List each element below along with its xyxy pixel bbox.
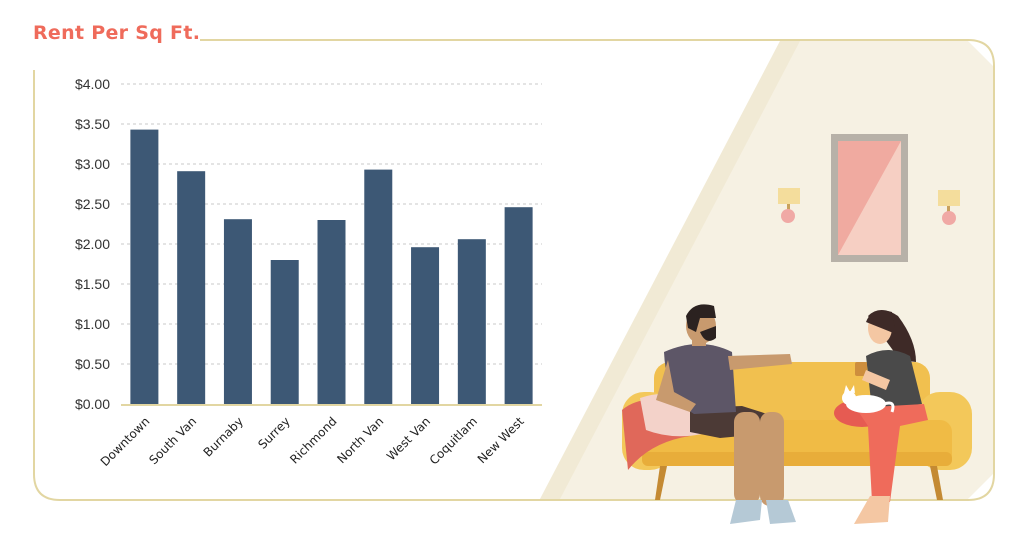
- y-tick-label: $3.00: [75, 156, 110, 172]
- man-figure: [656, 304, 796, 524]
- chart-title: Rent Per Sq Ft.: [33, 22, 201, 44]
- bar-south-van: [177, 171, 206, 404]
- y-tick-label: $3.50: [75, 116, 110, 132]
- cat-icon: [842, 385, 895, 413]
- x-tick-label: West Van: [384, 414, 433, 463]
- x-tick-label: Downtown: [98, 414, 153, 469]
- y-tick-label: $2.00: [75, 236, 110, 252]
- x-tick-label: Burnaby: [201, 414, 246, 459]
- y-axis: $0.00 $0.50 $1.00 $1.50 $2.00 $2.50 $3.00 $3.50…: [75, 76, 110, 412]
- bar-richmond: [317, 220, 346, 404]
- x-tick-label: North Van: [334, 414, 386, 466]
- y-tick-label: $1.00: [75, 316, 110, 332]
- bar-west-van: [411, 247, 440, 404]
- wall-mirror-icon: [831, 134, 908, 262]
- bar-burnaby: [223, 219, 252, 404]
- bar-surrey: [270, 260, 299, 404]
- x-tick-label: New West: [475, 414, 527, 466]
- bar-new-west: [504, 207, 533, 404]
- y-tick-label: $0.00: [75, 396, 110, 412]
- bar-coquitlam: [457, 239, 486, 404]
- x-tick-label: Coquitlam: [427, 414, 480, 467]
- wall-lamp-icon: [938, 190, 960, 225]
- bar-north-van: [364, 169, 393, 404]
- x-tick-label: Surrey: [255, 414, 293, 452]
- y-tick-label: $4.00: [75, 76, 110, 92]
- wall-lamp-icon: [778, 188, 800, 223]
- chart-bars: [130, 129, 533, 404]
- x-tick-label: Richmond: [287, 414, 339, 466]
- y-tick-label: $2.50: [75, 196, 110, 212]
- bar-downtown: [130, 129, 159, 404]
- y-tick-label: $1.50: [75, 276, 110, 292]
- y-tick-label: $0.50: [75, 356, 110, 372]
- x-tick-label: South Van: [146, 414, 199, 467]
- woman-figure: [854, 310, 928, 524]
